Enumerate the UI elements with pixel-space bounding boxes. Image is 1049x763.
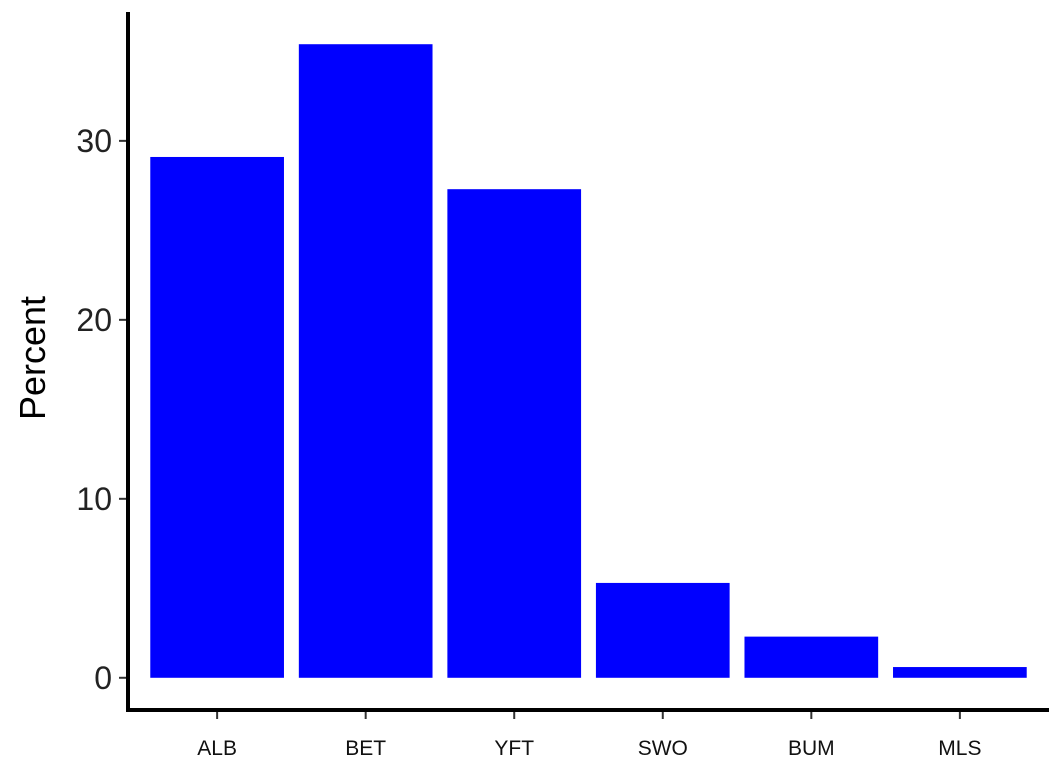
y-axis: 0 10 20 30 bbox=[76, 123, 128, 696]
bar-alb bbox=[150, 156, 284, 678]
y-tick-label: 20 bbox=[76, 302, 112, 338]
x-tick-label: MLS bbox=[938, 737, 981, 760]
axis-lines bbox=[126, 12, 1049, 712]
bars bbox=[150, 44, 1027, 678]
x-tick-label: YFT bbox=[494, 737, 534, 760]
bar-bet bbox=[298, 44, 433, 678]
y-tick-label: 0 bbox=[94, 660, 112, 696]
x-tick-label: ALB bbox=[197, 737, 237, 760]
bar-mls bbox=[893, 667, 1027, 678]
x-axis: ALB BET YFT SWO BUM MLS bbox=[197, 710, 981, 760]
x-tick-label: BET bbox=[345, 737, 386, 760]
bar-swo bbox=[595, 582, 730, 678]
x-tick-label: SWO bbox=[638, 737, 688, 760]
bar-yft bbox=[447, 189, 582, 678]
bar-bum bbox=[744, 636, 879, 678]
y-tick-label: 10 bbox=[76, 481, 112, 517]
y-tick-label: 30 bbox=[76, 123, 112, 159]
y-axis-title: Percent bbox=[12, 296, 53, 420]
x-tick-label: BUM bbox=[788, 737, 835, 760]
